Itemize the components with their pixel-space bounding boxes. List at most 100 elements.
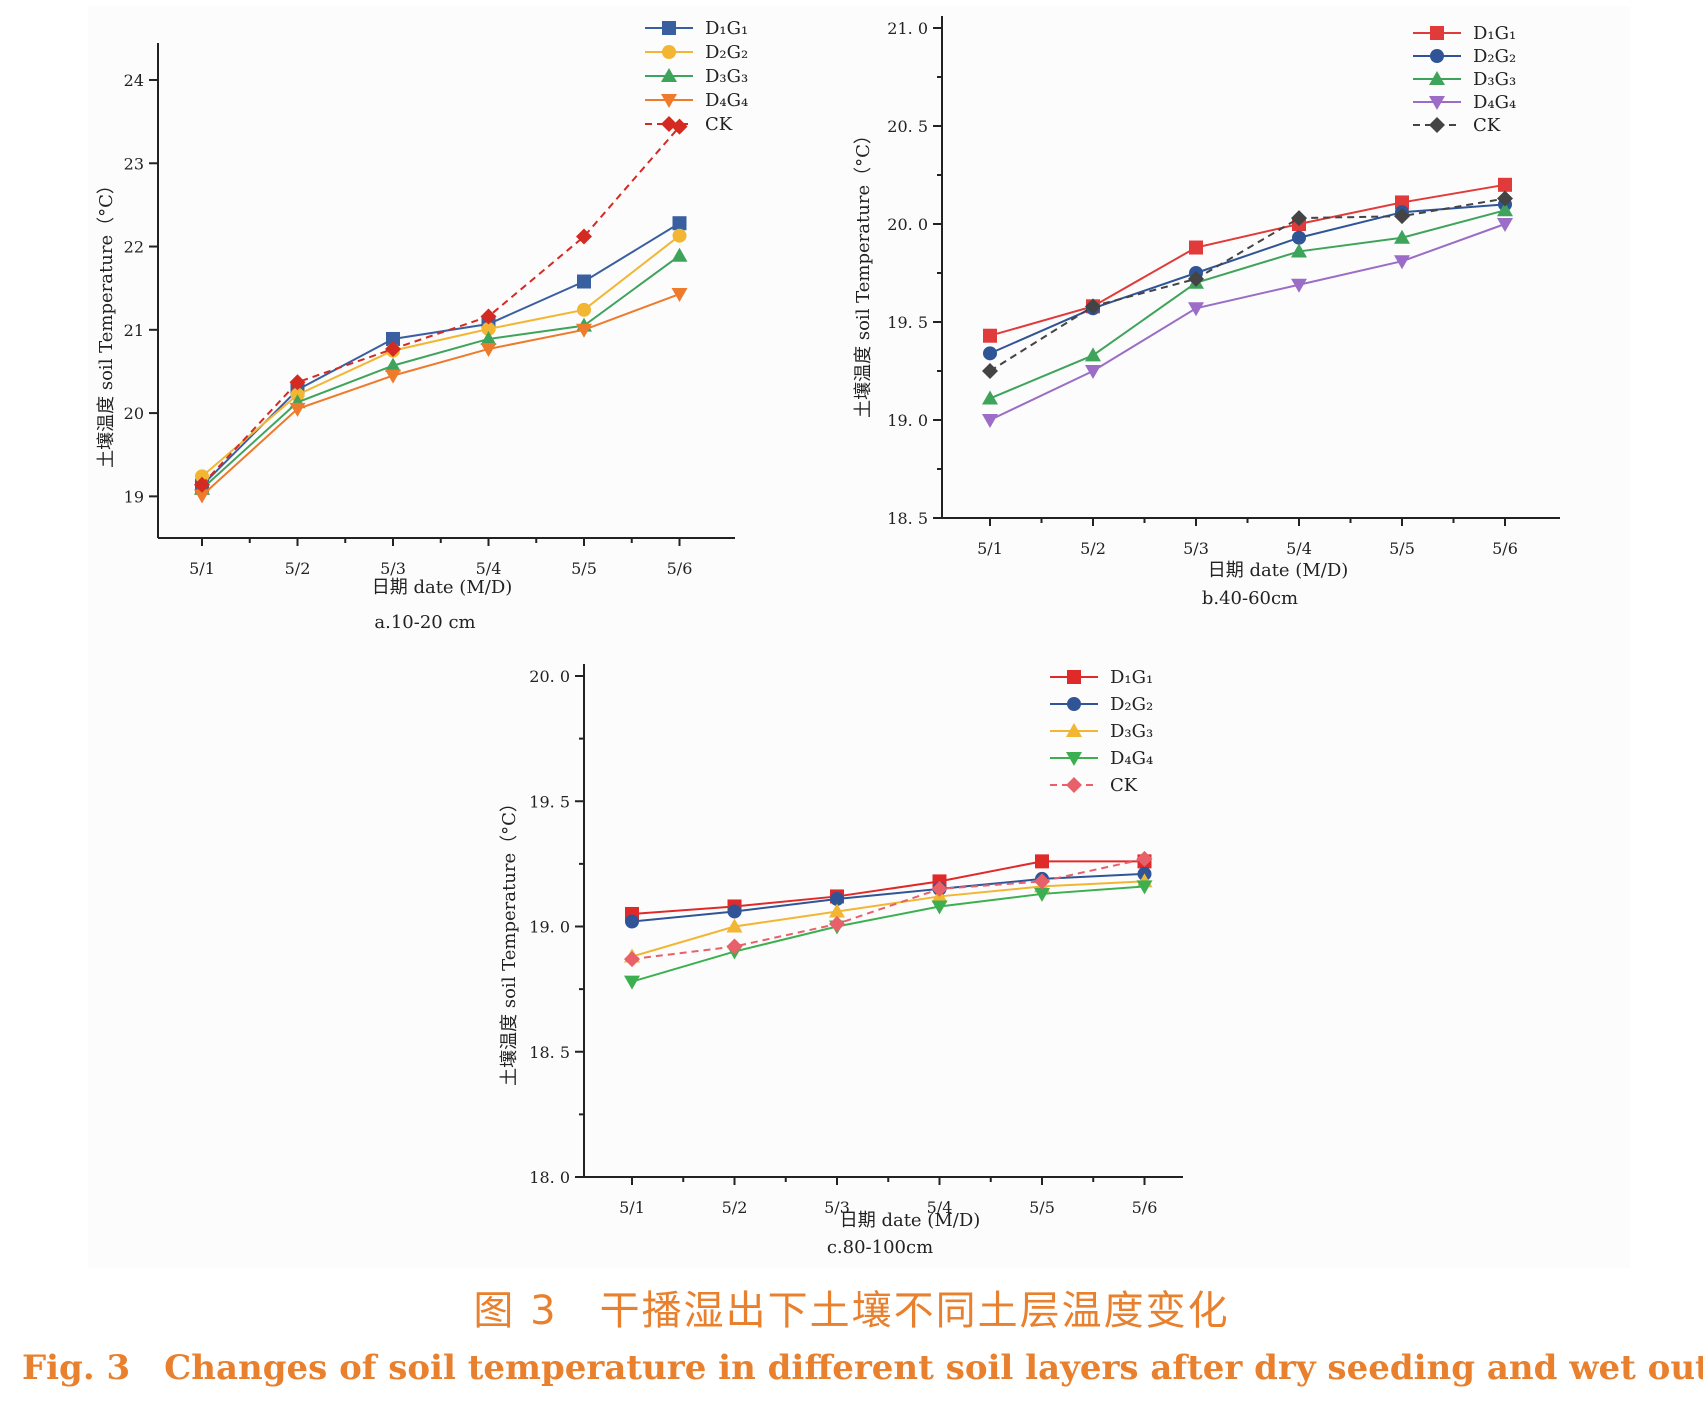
chart-c-data-point [931,900,948,915]
charts-canvas: 19 20 21 22 23 24 5/1 5/2 5/3 5/4 5/5 5/6 日期 date (M… [96,16,1560,1258]
chart-b-data-point [1291,243,1307,258]
chart-a-data-point [576,323,592,338]
chart-a-legend-marker [662,45,676,59]
chart-b-data-point [1188,270,1204,287]
chart-a-y-tick-label: 19 [124,487,144,506]
chart-a-series-1: D₂G₂ [195,42,748,484]
chart-b-x-tick-label: 5/6 [1492,539,1518,558]
chart-a-y-tick-label: 21 [124,321,144,340]
chart-c-legend-label: D₃G₃ [1110,721,1153,742]
chart-b-legend-label: CK [1473,115,1501,136]
chart-c-data-point [1034,873,1050,890]
chart-b-data-point [1085,298,1101,315]
chart-a-data-point [480,308,497,325]
chart-b-data-point [1395,195,1409,210]
chart-a-soil-10-20cm: 19 20 21 22 23 24 5/1 5/2 5/3 5/4 5/5 5/6 日期 date (M… [96,18,748,633]
chart-c-series-line [631,857,1145,961]
chart-a-data-point [480,342,497,357]
chart-a-x-tick-label: 5/1 [189,559,215,578]
chart-c-x-tick-label: 5/1 [619,1198,645,1217]
chart-a-x-axis-title: 日期 date (M/D) [372,577,513,598]
chart-b-series-line [989,203,1506,355]
chart-b-legend-label: D₃G₃ [1473,69,1516,90]
chart-b-x-tick-label: 5/4 [1286,539,1312,558]
chart-c-soil-80-100cm: 18. 0 18. 5 19. 0 19. 5 20. 0 5/1 5/2 5/3 5/4 5/5… [499,664,1183,1258]
chart-c-data-point [829,903,845,918]
chart-b-data-point [1189,240,1203,255]
chart-a-data-point [672,228,687,243]
figure-caption-text: Changes of soil temperature in different… [164,1348,1703,1388]
chart-b-y-tick-label: 20. 5 [887,117,928,136]
chart-b-y-tick-label: 19. 5 [887,313,928,332]
chart-a-series-2: D₃G₃ [194,66,748,495]
chart-c-x-tick-label: 5/3 [824,1198,850,1217]
chart-c-data-point [1035,854,1049,869]
chart-b-data-point [1394,229,1410,244]
chart-a-data-point [194,476,210,493]
chart-b-data-point [1497,202,1513,217]
chart-b-series-line [989,223,1506,421]
chart-a-x-tick-label: 5/3 [380,559,406,578]
chart-b-y-tick-label: 21. 0 [887,19,928,38]
chart-a-legend-label: D₂G₂ [705,42,748,63]
chart-b-data-point [1291,278,1307,293]
chart-a-data-point [671,247,688,262]
chart-a-x-tick-label: 5/6 [667,559,693,578]
chart-c-x-tick-label: 5/6 [1132,1198,1158,1217]
chart-a-series-4: CK [194,114,733,493]
chart-b-legend-marker [1429,117,1445,133]
chart-c-data-point [624,951,640,968]
chart-b-series-line [989,183,1506,337]
chart-a-series-line [201,234,681,478]
figure-caption-english: Fig. 3 Changes of soil temperature in dif… [22,1348,1703,1388]
chart-a-data-point [289,374,306,391]
chart-b-y-tick-label: 20. 0 [887,215,928,234]
chart-b-data-point [1291,210,1307,227]
chart-a-y-tick-label: 24 [124,71,144,90]
chart-a-legend-label: CK [705,114,733,135]
chart-a-data-point [385,340,401,357]
chart-c-data-point [726,938,743,955]
chart-b-legend-marker [1430,49,1444,63]
chart-a-data-point [385,357,401,372]
chart-b-series-0: D₁G₁ [983,23,1516,343]
chart-a-legend-label: D₄G₄ [705,90,748,111]
chart-c-legend-label: D₂G₂ [1110,694,1153,715]
chart-c-data-point [1136,850,1153,867]
chart-c-x-tick-label: 5/4 [927,1198,953,1217]
chart-b-x-tick-label: 5/3 [1183,539,1209,558]
chart-c-series-line [631,880,1145,958]
chart-c-y-tick-label: 19. 0 [529,918,570,937]
chart-c-series-4: CK [624,775,1153,968]
figure-number: Fig. 3 [22,1348,131,1388]
chart-b-data-point [1497,218,1513,232]
chart-a-legend-marker [661,94,677,108]
chart-a-panel-label: a.10-20 cm [374,612,475,633]
chart-b-x-tick-label: 5/5 [1389,539,1415,558]
chart-b-series-4: CK [982,115,1513,379]
chart-b-x-axis-title: 日期 date (M/D) [1208,560,1349,581]
chart-a-series-line [201,222,681,487]
chart-b-data-point [1085,365,1101,379]
chart-b-y-tick-label: 19. 0 [887,411,928,430]
chart-a-legend-marker [661,116,677,132]
chart-a-data-point [194,489,210,504]
chart-b-series-3: D₄G₄ [982,92,1516,428]
chart-c-legend-marker [1067,670,1081,684]
chart-a-legend-label: D₁G₁ [705,18,748,39]
chart-a-series-line [201,254,681,490]
chart-a-y-tick-label: 22 [124,238,144,257]
chart-c-data-point [727,904,742,919]
chart-a-x-tick-label: 5/4 [476,559,502,578]
chart-a-y-tick-label: 20 [124,404,144,423]
chart-a-data-point [577,274,591,289]
chart-b-legend-label: D₂G₂ [1473,46,1516,67]
chart-a-legend-marker [662,21,676,35]
figure-caption-chinese: 图 3 干播湿出下土壤不同土层温度变化 [473,1288,1230,1334]
chart-a-data-point [480,330,497,345]
chart-a-data-point [672,216,687,231]
chart-b-legend-label: D₄G₄ [1473,92,1516,113]
chart-a-series-3: D₄G₄ [194,90,748,504]
chart-b-data-point [1394,255,1410,270]
chart-c-x-tick-label: 5/2 [722,1198,748,1217]
